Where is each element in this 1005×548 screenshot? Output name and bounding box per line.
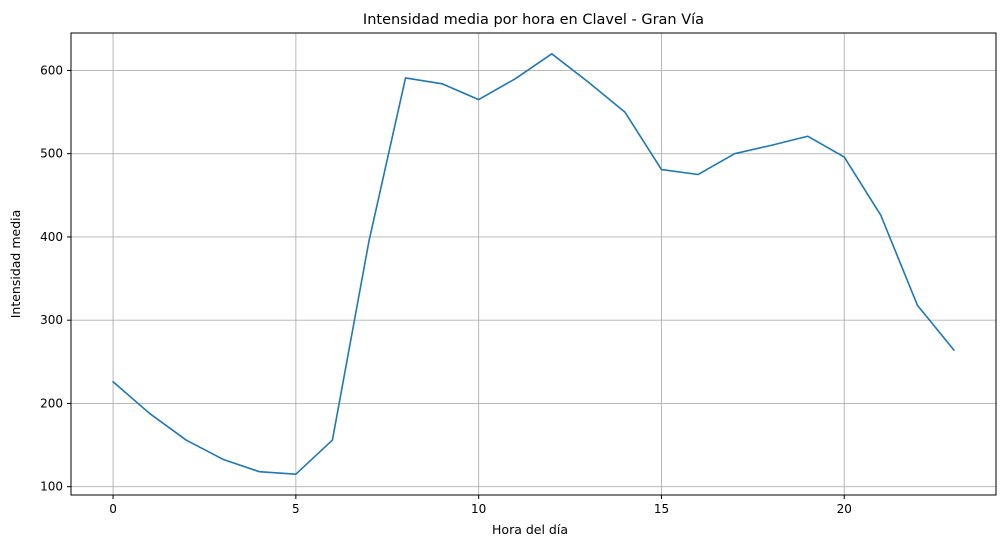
x-tick-label: 0 — [109, 502, 117, 516]
y-axis-ticks: 100 200 300 400 500 600 — [40, 63, 71, 494]
grid-lines — [71, 33, 996, 495]
x-axis-ticks: 0 5 10 15 20 — [109, 495, 852, 516]
y-tick-label: 100 — [40, 480, 63, 494]
y-tick-label: 200 — [40, 396, 63, 410]
y-tick-label: 600 — [40, 63, 63, 77]
chart-title: Intensidad media por hora en Clavel - Gr… — [363, 12, 704, 28]
y-tick-label: 400 — [40, 230, 63, 244]
series-line — [112, 53, 955, 475]
x-tick-label: 5 — [292, 502, 300, 516]
plot-area-frame — [70, 32, 997, 496]
series-group — [112, 53, 955, 475]
x-tick-label: 20 — [837, 502, 852, 516]
x-axis-label: Hora del día — [492, 522, 568, 537]
x-tick-label: 15 — [654, 502, 669, 516]
y-tick-label: 500 — [40, 147, 63, 161]
x-tick-label: 10 — [471, 502, 486, 516]
y-axis-label: Intensidad media — [8, 210, 23, 319]
y-tick-label: 300 — [40, 313, 63, 327]
